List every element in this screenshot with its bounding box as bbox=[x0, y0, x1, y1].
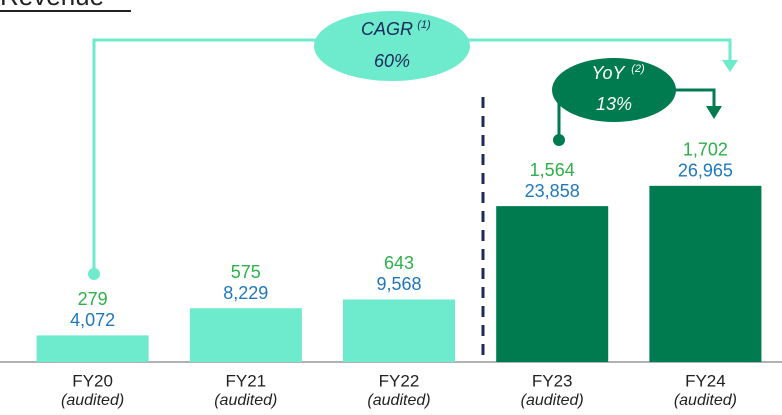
bar bbox=[649, 185, 762, 362]
x-tick-note: (audited) bbox=[61, 392, 124, 409]
connector-dot bbox=[553, 134, 565, 146]
secondary-value-label: 279 bbox=[78, 289, 108, 309]
x-tick-label: FY20 bbox=[72, 371, 113, 390]
x-tick-label: FY23 bbox=[532, 371, 573, 390]
annotation-superscript: (1) bbox=[417, 19, 431, 31]
x-tick-label: FY21 bbox=[225, 371, 266, 390]
cagr-bubble bbox=[314, 11, 470, 81]
annotation-superscript: (2) bbox=[631, 63, 645, 75]
x-tick-note: (audited) bbox=[214, 392, 277, 409]
annotation-value: 13% bbox=[596, 94, 632, 114]
value-label: 23,858 bbox=[525, 181, 580, 201]
value-label: 26,965 bbox=[678, 161, 733, 181]
bar bbox=[189, 308, 302, 362]
connector-dot bbox=[88, 268, 100, 280]
bar bbox=[36, 335, 149, 362]
value-label: 4,072 bbox=[70, 310, 115, 330]
secondary-value-label: 1,564 bbox=[530, 160, 575, 180]
value-label: 8,229 bbox=[223, 283, 268, 303]
x-tick-note: (audited) bbox=[367, 392, 430, 409]
bar bbox=[343, 299, 455, 362]
secondary-value-label: 643 bbox=[384, 253, 414, 273]
arrowhead bbox=[706, 106, 722, 119]
arrowhead bbox=[722, 60, 738, 72]
secondary-value-label: 575 bbox=[231, 262, 261, 282]
value-label: 9,568 bbox=[376, 274, 421, 294]
chart-title: Revenue bbox=[0, 0, 104, 11]
annotation-text: CAGR bbox=[361, 19, 413, 39]
annotation-text: YoY bbox=[591, 63, 626, 83]
x-tick-note: (audited) bbox=[674, 392, 737, 409]
bar bbox=[496, 206, 609, 362]
annotation-value: 60% bbox=[374, 51, 410, 71]
yoy-bubble bbox=[552, 58, 676, 122]
x-tick-label: FY24 bbox=[685, 371, 726, 390]
x-tick-label: FY22 bbox=[379, 371, 420, 390]
secondary-value-label: 1,702 bbox=[683, 140, 728, 160]
x-tick-note: (audited) bbox=[521, 392, 584, 409]
